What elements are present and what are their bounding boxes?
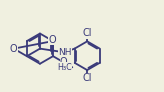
Text: NH: NH [58, 48, 72, 57]
Text: H₃C: H₃C [57, 63, 72, 72]
Text: Cl: Cl [82, 73, 92, 83]
Text: Cl: Cl [82, 28, 92, 38]
Text: O: O [60, 57, 68, 67]
Text: O: O [49, 35, 56, 45]
Text: O: O [10, 44, 18, 54]
